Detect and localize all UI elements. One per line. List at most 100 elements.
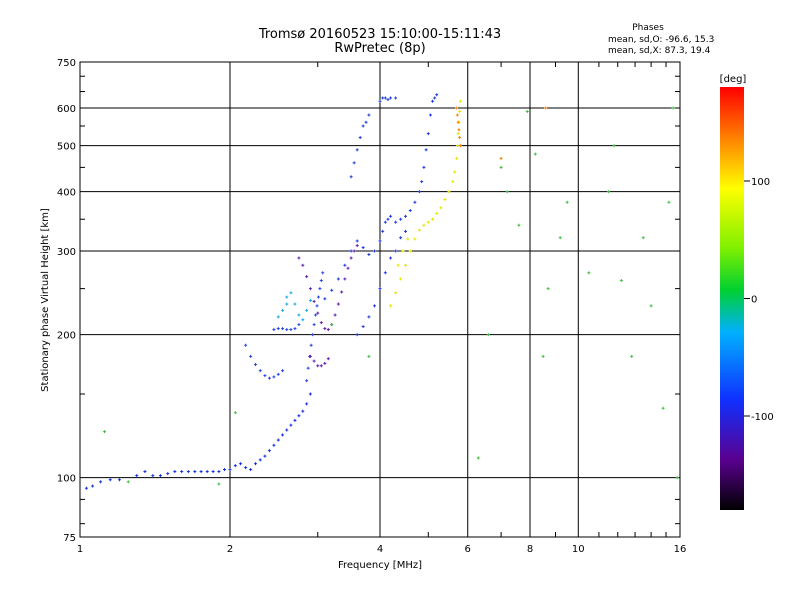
data-point: [166, 472, 170, 476]
data-point: [180, 470, 184, 474]
data-point: [361, 124, 365, 128]
data-point: [389, 214, 393, 218]
data-point: [533, 152, 537, 156]
data-point: [308, 354, 312, 358]
data-point: [258, 458, 262, 462]
data-point: [340, 290, 344, 294]
data-point: [456, 120, 460, 124]
data-point: [336, 302, 340, 306]
data-point: [276, 438, 280, 442]
data-point: [285, 295, 289, 299]
data-point: [308, 287, 312, 291]
data-point: [316, 295, 320, 299]
data-point: [455, 113, 459, 117]
data-point: [378, 239, 382, 243]
data-point: [281, 308, 285, 312]
data-point: [263, 374, 267, 378]
colorbar-tick-label: -100: [751, 412, 774, 423]
data-point: [352, 161, 356, 165]
data-point: [135, 474, 139, 478]
data-point: [281, 327, 285, 331]
data-point: [253, 462, 257, 466]
data-point: [457, 128, 461, 132]
data-point: [267, 449, 271, 453]
data-point: [428, 113, 432, 117]
data-point: [297, 313, 301, 317]
data-point: [319, 364, 323, 368]
data-point: [199, 470, 203, 474]
x-tick-label: 8: [527, 544, 533, 555]
data-point: [399, 217, 403, 221]
data-point: [378, 287, 382, 291]
data-point: [330, 288, 334, 292]
data-point: [306, 366, 310, 370]
data-point: [319, 321, 323, 325]
data-point: [314, 313, 318, 317]
data-point: [158, 474, 162, 478]
data-point: [403, 263, 407, 267]
data-point: [435, 211, 439, 215]
data-point: [316, 311, 320, 315]
data-point: [373, 304, 377, 308]
data-point: [285, 328, 289, 332]
data-point: [173, 470, 177, 474]
data-point: [367, 315, 371, 319]
data-point: [447, 190, 451, 194]
data-point: [309, 343, 313, 347]
data-point: [117, 478, 121, 482]
plot-frame: [79, 61, 681, 538]
data-point: [126, 480, 130, 484]
y-tick-label: 600: [57, 104, 76, 115]
grid: [80, 62, 680, 537]
data-point: [305, 275, 309, 279]
data-point: [408, 249, 412, 253]
y-tick-label: 75: [63, 533, 76, 544]
data-point: [343, 263, 347, 267]
data-point: [394, 291, 398, 295]
data-point: [401, 249, 405, 253]
data-point: [505, 190, 509, 194]
data-point: [433, 96, 437, 100]
data-point: [612, 144, 616, 148]
data-point: [346, 266, 350, 270]
data-point: [499, 156, 503, 160]
data-point: [378, 99, 382, 103]
data-point: [305, 308, 309, 312]
data-point: [403, 229, 407, 233]
data-point: [386, 98, 390, 102]
data-point: [312, 299, 316, 303]
data-point: [667, 200, 671, 204]
data-point: [383, 220, 387, 224]
data-point: [276, 327, 280, 331]
data-point: [358, 136, 362, 140]
data-point: [84, 486, 88, 490]
data-point: [431, 217, 435, 221]
data-point: [228, 468, 232, 472]
colorbar: [720, 87, 744, 510]
data-point: [343, 277, 347, 281]
data-point: [349, 175, 353, 179]
data-point: [249, 354, 253, 358]
y-tick-label: 400: [57, 188, 76, 199]
data-point: [108, 478, 112, 482]
data-point: [312, 359, 316, 363]
data-point: [289, 291, 293, 295]
data-point: [381, 229, 385, 233]
chart-subtitle: RwPretec (8p): [334, 41, 425, 56]
data-point: [389, 304, 393, 308]
data-point: [661, 406, 665, 410]
x-tick-label: 2: [227, 544, 233, 555]
data-point: [458, 136, 462, 140]
phases-title: Phases: [632, 23, 664, 33]
data-point: [233, 411, 237, 415]
data-point: [458, 144, 462, 148]
data-point: [458, 109, 462, 113]
data-point: [355, 333, 359, 337]
axis-ticks: 1 2 4 6 8 10 16 75 100 200 300 400 500 600 750: [57, 58, 686, 555]
data-point: [455, 144, 459, 148]
data-point: [389, 96, 393, 100]
data-point: [276, 315, 280, 319]
data-point: [293, 418, 297, 422]
data-point: [406, 237, 410, 241]
